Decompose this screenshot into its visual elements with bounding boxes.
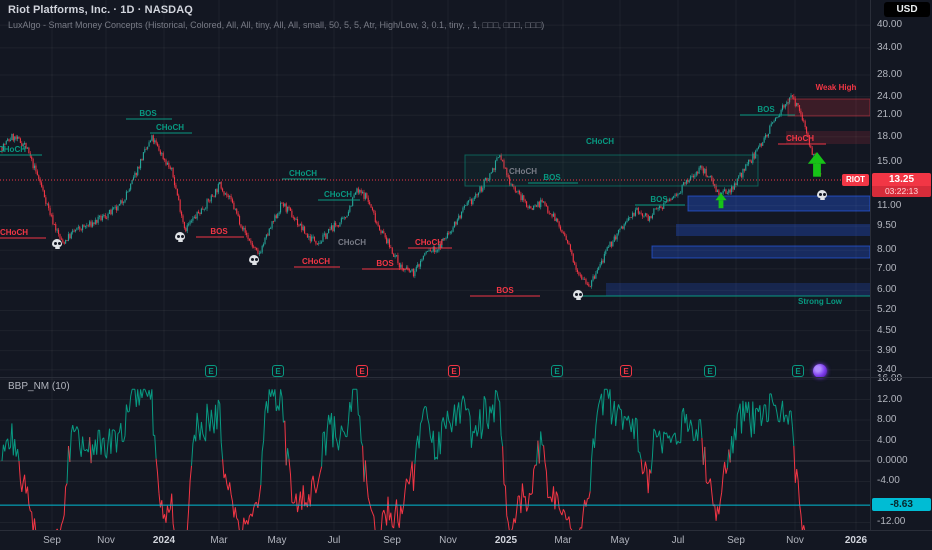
indicator-event-icon[interactable] bbox=[813, 364, 827, 378]
order-block-zone bbox=[464, 154, 759, 187]
symbol-legend[interactable]: Riot Platforms, Inc. · 1D · NASDAQ bbox=[8, 4, 193, 16]
price-tick-label: 11.00 bbox=[877, 199, 902, 211]
price-tick-label: 3.90 bbox=[877, 344, 897, 356]
price-tick-label: 24.00 bbox=[877, 90, 903, 102]
main-price-pane[interactable] bbox=[0, 0, 870, 377]
price-tick-label: 21.00 bbox=[877, 109, 903, 121]
time-tick-label: Jul bbox=[327, 535, 341, 546]
order-block-zone bbox=[687, 195, 870, 212]
indicator-tick-label: -12.00 bbox=[877, 516, 906, 528]
price-tick-label: 3.40 bbox=[877, 363, 897, 375]
order-block-zone bbox=[787, 98, 870, 117]
time-tick-label: 2025 bbox=[494, 535, 518, 546]
indicator-tick-label: 12.00 bbox=[877, 393, 903, 405]
time-tick-label: Sep bbox=[727, 535, 745, 546]
indicator-tick-label: 8.00 bbox=[877, 414, 897, 426]
time-tick-label: Sep bbox=[383, 535, 401, 546]
indicator-tick-label: 16.00 bbox=[877, 373, 903, 385]
price-tick-label: 5.20 bbox=[877, 304, 897, 316]
order-block-zone bbox=[606, 283, 870, 296]
order-block-zone bbox=[786, 131, 870, 144]
earnings-badge[interactable]: E bbox=[551, 365, 563, 377]
earnings-badge[interactable]: E bbox=[356, 365, 368, 377]
earnings-badge[interactable]: E bbox=[205, 365, 217, 377]
price-tick-label: 4.50 bbox=[877, 324, 897, 336]
bar-countdown-badge: 03:22:13 bbox=[872, 186, 931, 197]
time-tick-label: 2026 bbox=[844, 535, 868, 546]
sub-pane-legend[interactable]: BBP_NM (10) bbox=[8, 381, 70, 392]
earnings-badge[interactable]: E bbox=[792, 365, 804, 377]
price-tick-label: 7.00 bbox=[877, 262, 897, 274]
last-price-badge: 13.25 bbox=[872, 173, 931, 186]
price-tick-label: 28.00 bbox=[877, 69, 903, 80]
indicator-legend[interactable]: LuxAlgo - Smart Money Concepts (Historic… bbox=[8, 20, 545, 30]
structure-lines bbox=[0, 114, 870, 297]
earnings-badge[interactable]: E bbox=[704, 365, 716, 377]
price-axis[interactable]: 40.00 34.00 28.00 24.00 21.00 18.00 15.00 11.00… bbox=[870, 0, 932, 550]
price-tick-label: 9.50 bbox=[877, 220, 897, 232]
time-tick-label: Nov bbox=[97, 535, 115, 546]
time-tick-label: May bbox=[267, 535, 287, 546]
indicator-tick-label: 4.00 bbox=[877, 434, 897, 446]
time-tick-label: Mar bbox=[210, 535, 228, 546]
price-tick-label: 6.00 bbox=[877, 284, 897, 296]
currency-toggle-button[interactable]: USD bbox=[884, 2, 930, 17]
time-axis[interactable]: Sep Nov 2024 Mar May Jul Sep Nov 2025 Mar May Jul Se… bbox=[0, 530, 932, 550]
order-block-zone bbox=[651, 245, 870, 259]
pane-separator[interactable] bbox=[0, 377, 932, 378]
indicator-pane[interactable] bbox=[0, 377, 870, 530]
earnings-badge[interactable]: E bbox=[272, 365, 284, 377]
smc-zones bbox=[464, 98, 870, 296]
price-tick-label: 34.00 bbox=[877, 41, 903, 53]
earnings-badge[interactable]: E bbox=[448, 365, 460, 377]
chart-legend: Riot Platforms, Inc. · 1D · NASDAQ LuxAl… bbox=[8, 4, 544, 30]
time-tick-label: 2024 bbox=[152, 535, 176, 546]
time-tick-label: Jul bbox=[671, 535, 685, 546]
price-tick-label: 40.00 bbox=[877, 19, 903, 31]
indicator-tick-label: 0.0000 bbox=[877, 455, 908, 466]
earnings-badge[interactable]: E bbox=[620, 365, 632, 377]
time-tick-label: Mar bbox=[554, 535, 572, 546]
time-tick-label: May bbox=[610, 535, 630, 546]
price-tick-label: 15.00 bbox=[877, 156, 903, 168]
time-tick-label: Nov bbox=[786, 535, 804, 546]
indicator-value-badge: -8.63 bbox=[872, 498, 931, 511]
bbp-positive bbox=[1, 388, 795, 492]
price-tick-label: 18.00 bbox=[877, 130, 903, 142]
indicator-tick-label: -4.00 bbox=[877, 475, 900, 487]
time-tick-label: Nov bbox=[439, 535, 457, 546]
price-tick-label: 8.00 bbox=[877, 244, 897, 256]
order-block-zone bbox=[676, 224, 870, 236]
candles bbox=[1, 93, 822, 289]
main-grid bbox=[0, 0, 870, 377]
time-tick-label: Sep bbox=[43, 535, 61, 546]
